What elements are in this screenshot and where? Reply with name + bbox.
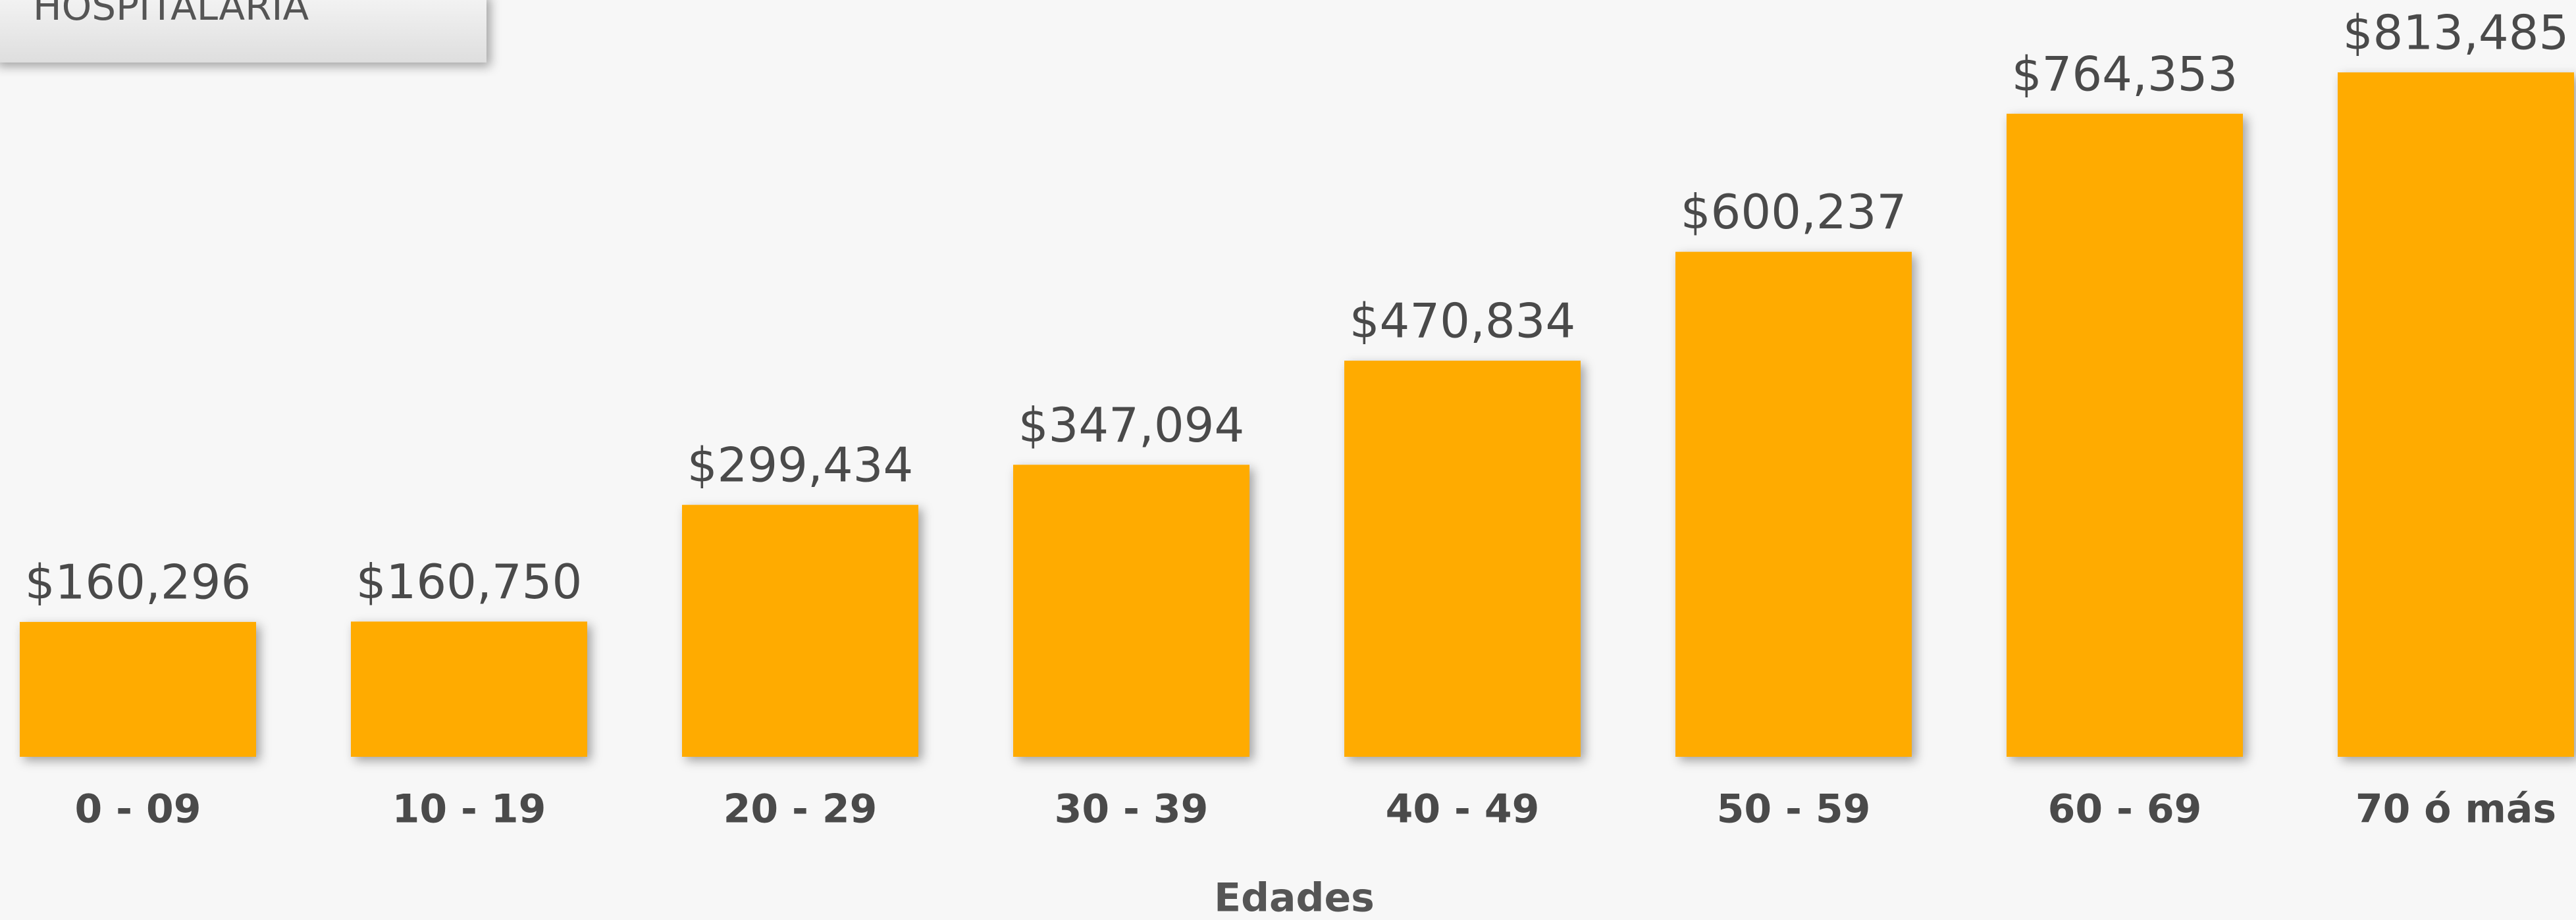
- x-tick-label: 0 - 09: [75, 786, 201, 832]
- bar: [2007, 113, 2243, 757]
- chart-title: HOSPITALARIA: [33, 0, 309, 29]
- x-tick-label: 10 - 19: [392, 786, 546, 832]
- value-label: $160,296: [25, 555, 251, 610]
- value-label: $470,834: [1350, 294, 1576, 349]
- value-label: $600,237: [1681, 184, 1907, 240]
- value-label: $813,485: [2343, 5, 2569, 61]
- bar: [1013, 465, 1249, 757]
- bar: [2338, 72, 2574, 757]
- x-tick-label: 30 - 39: [1055, 786, 1209, 832]
- bar: [351, 621, 587, 757]
- value-label: $160,750: [356, 554, 583, 609]
- x-tick-label: 60 - 69: [2048, 786, 2202, 832]
- x-tick-label: 50 - 59: [1717, 786, 1871, 832]
- bar: [682, 505, 918, 757]
- value-label: $347,094: [1018, 397, 1245, 453]
- x-tick-label: 70 ó más: [2355, 786, 2556, 832]
- x-tick-label: 20 - 29: [723, 786, 878, 832]
- value-label: $764,353: [2012, 46, 2238, 101]
- value-label: $299,434: [687, 438, 914, 493]
- x-axis-label: Edades: [1214, 875, 1375, 920]
- title-box: [0, 0, 486, 63]
- bar: [1344, 361, 1581, 757]
- x-tick-label: 40 - 49: [1386, 786, 1540, 832]
- bar: [1675, 251, 1912, 757]
- bar: [20, 622, 256, 757]
